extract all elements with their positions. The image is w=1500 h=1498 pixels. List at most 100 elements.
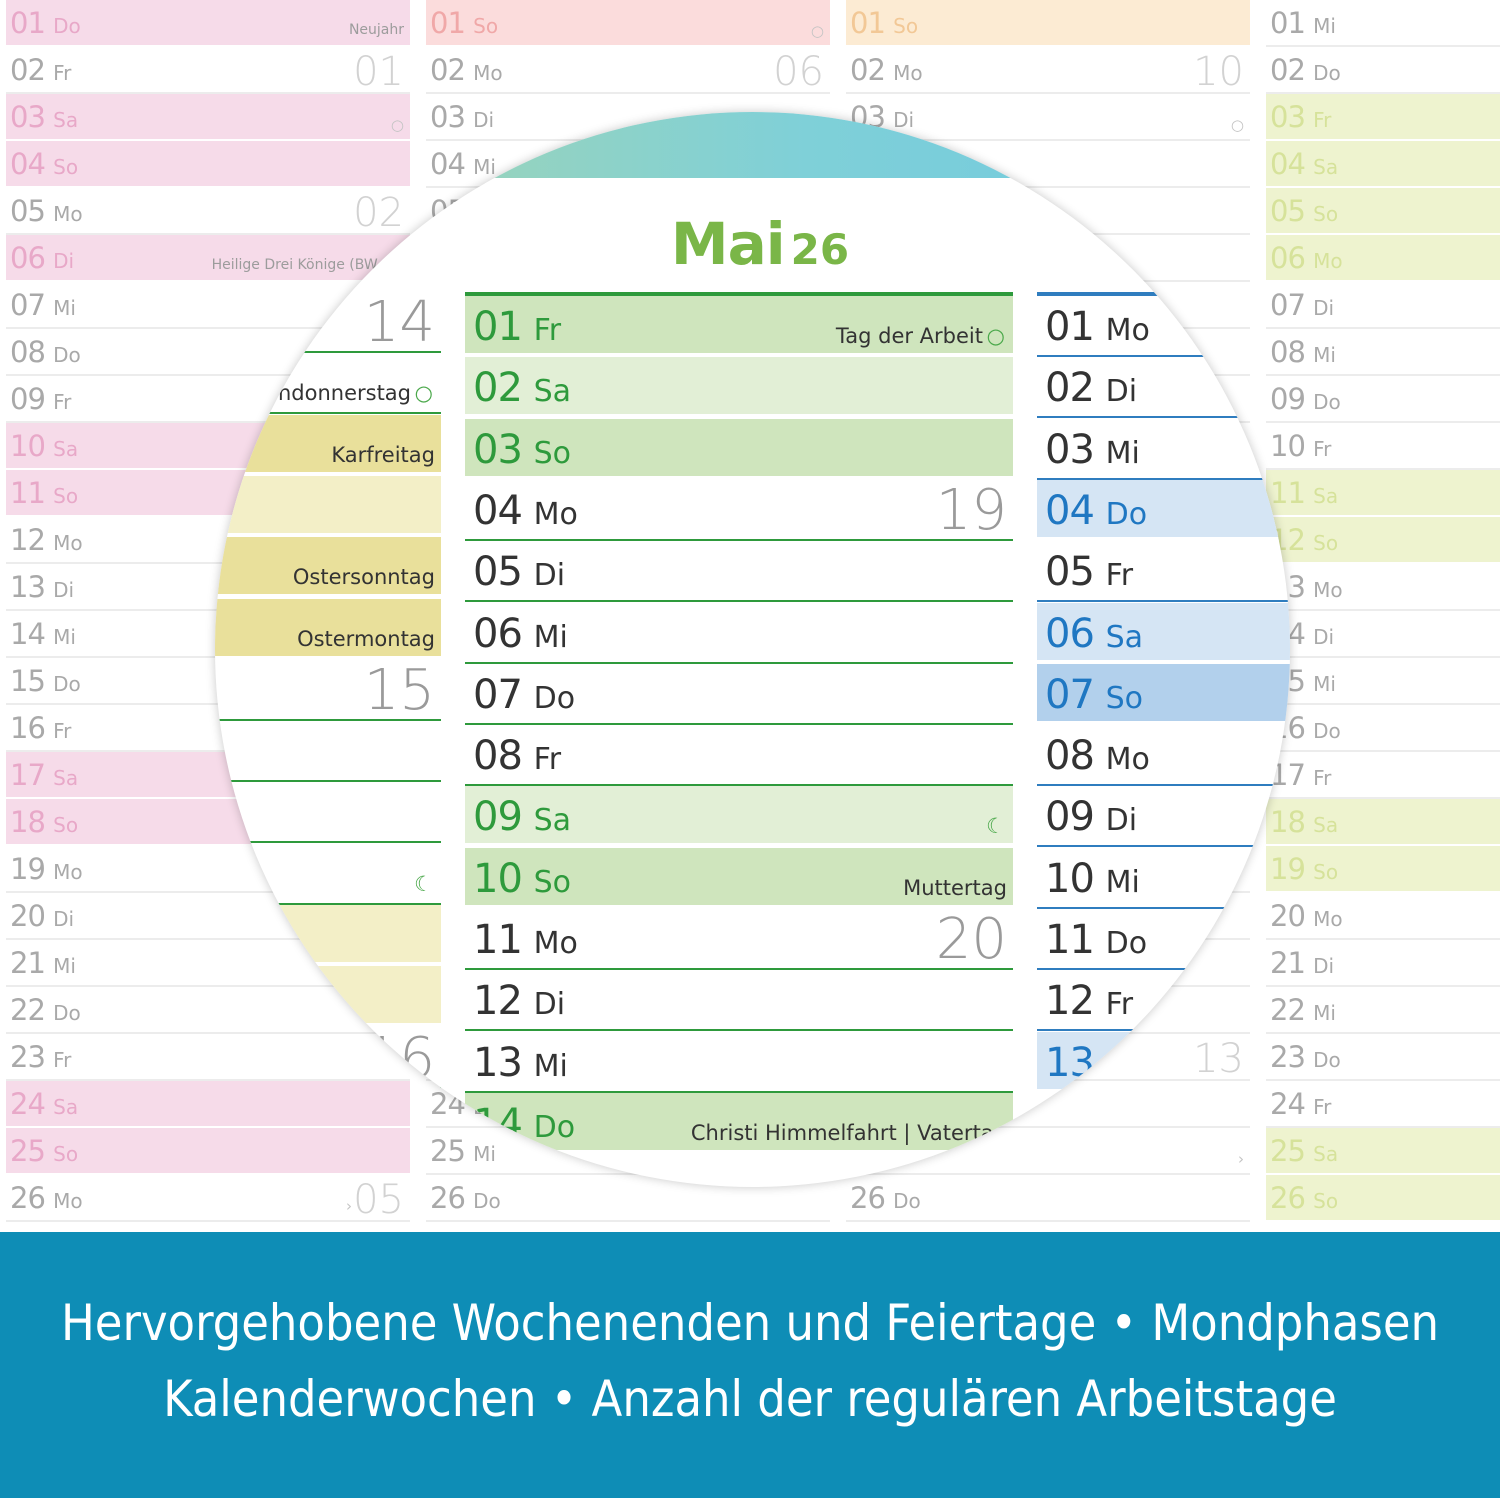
day-number: 18 Sa: [1270, 807, 1338, 840]
day-row: 20 Mo: [1266, 893, 1500, 940]
day-row: 06 Di Heilige Drei Könige (BW, BY: [6, 235, 410, 282]
weekday-label: Fr: [53, 1048, 72, 1072]
weekday-label: Mo: [1313, 249, 1343, 273]
day-row: 02 Fr 01: [6, 47, 410, 94]
weekday-label: So: [53, 484, 79, 508]
weekday-label: Mo: [473, 61, 503, 85]
weekday-label: Fr: [1313, 1095, 1332, 1119]
day-number-value: 14: [473, 1100, 523, 1147]
day-number-value: 09: [1045, 794, 1095, 841]
day-number: 04 Do: [1045, 490, 1147, 536]
day-number-value: 14: [10, 617, 46, 651]
weekday-label: Mo: [53, 202, 83, 226]
lens-day-row: ündonnerstag ○: [215, 353, 441, 415]
day-number-value: 11: [1045, 917, 1095, 963]
weekday-label: Mo: [53, 1189, 83, 1213]
day-row: 09 Fr: [6, 376, 410, 423]
day-number-value: 02: [430, 53, 466, 87]
weekday-label: Mo: [1105, 313, 1150, 348]
calendar-week-number: 15: [363, 657, 435, 723]
day-number: 01 So: [850, 8, 918, 41]
day-row: 21 Di: [1266, 940, 1500, 987]
weekday-label: Di: [53, 578, 75, 602]
lens-day-row: 13 Mi: [465, 1032, 1013, 1093]
day-number-value: 20: [1270, 899, 1306, 933]
weekday-label: Di: [533, 987, 566, 1023]
month-name: Mai: [670, 210, 786, 278]
lens-day-row: 06 Mi: [465, 603, 1013, 664]
day-number: 10 So: [473, 858, 571, 904]
day-number-value: 01: [1270, 6, 1306, 40]
day-number-value: 07: [473, 671, 523, 718]
day-number: 05 Mo: [10, 196, 83, 229]
day-row: 20 Di: [6, 893, 410, 940]
weekday-label: Mo: [533, 926, 578, 961]
weekday-label: Do: [893, 1189, 921, 1213]
day-number: 25 Sa: [1270, 1136, 1338, 1169]
day-number: 09 Di: [1045, 796, 1137, 842]
calendar-week-number: 20: [935, 907, 1007, 972]
day-number-value: 08: [1270, 335, 1306, 369]
day-number-value: 06: [473, 610, 523, 657]
day-number: 24 Sa: [10, 1089, 78, 1122]
month-banner: [215, 112, 1290, 178]
weekday-label: Do: [1313, 390, 1341, 414]
day-number: 02 Mo: [850, 55, 923, 88]
weekday-label: Sa: [1313, 484, 1339, 508]
day-row: 23 Fr: [6, 1034, 410, 1081]
day-number-value: 01: [10, 6, 46, 40]
lens-day-row: Ostersonntag: [215, 537, 441, 599]
weekday-label: Fr: [533, 742, 562, 778]
day-number: 07 Mi: [10, 290, 76, 323]
day-number-value: 25: [1270, 1134, 1306, 1168]
month-heading: Mai 26: [660, 210, 860, 278]
holiday-label: Karfreitag: [331, 442, 435, 467]
day-number: 06 Di: [10, 243, 74, 276]
day-number: 26 Do: [850, 1183, 921, 1216]
day-row: 05 So: [1266, 188, 1500, 235]
day-number-value: 01: [850, 6, 886, 40]
day-number-value: 13: [1045, 1039, 1095, 1086]
day-number: 26 So: [1270, 1183, 1338, 1216]
day-number-value: 03: [1045, 426, 1095, 473]
weekday-label: Mi: [1313, 343, 1336, 367]
day-number-value: 12: [10, 523, 46, 557]
day-number-value: 05: [10, 194, 46, 228]
holiday-label: Neujahr: [348, 22, 404, 38]
lens-day-row: 02 Sa: [465, 357, 1013, 419]
day-number-value: 08: [1045, 733, 1095, 780]
weekday-label: Mi: [53, 625, 76, 649]
lens-day-row: 11 Mo 20: [465, 909, 1013, 970]
day-number: 10 Sa: [10, 431, 78, 464]
day-number: 11 So: [10, 478, 78, 511]
day-row: 02 Do: [1266, 47, 1500, 94]
day-number-value: 12: [1045, 978, 1095, 1025]
may-column: 01 Fr Tag der Arbeit ○ 02 Sa 03 So 04 Mo 19 05 …: [465, 292, 1013, 1154]
day-number-value: 05: [473, 549, 523, 596]
day-number-value: 10: [1270, 429, 1306, 463]
day-number: 22 Do: [10, 995, 81, 1028]
day-number-value: 20: [10, 899, 46, 933]
day-row: 15 Mi: [1266, 658, 1500, 705]
calendar-week-number: 19: [935, 477, 1007, 543]
weekday-label: Mo: [1105, 742, 1150, 778]
day-row: 16 Fr: [6, 705, 410, 752]
holiday-label: Ostermontag: [297, 626, 435, 651]
calendar-week-number: 06: [773, 49, 824, 95]
moon-phase-icon: ○: [414, 381, 433, 406]
weekday-label: Di: [1313, 954, 1335, 978]
day-number-value: 18: [10, 805, 46, 839]
weekday-label: So: [473, 14, 499, 38]
day-number: 13 Mi: [473, 1042, 568, 1088]
day-number: 08 Mi: [1270, 337, 1336, 370]
day-number: 14 Mi: [10, 619, 76, 652]
holiday-label: Christi Himmelfahrt | Vatertag: [690, 1120, 1007, 1145]
weekday-label: Sa: [53, 766, 79, 790]
day-number: 21 Di: [1270, 948, 1334, 981]
day-number-value: 07: [1045, 671, 1095, 718]
day-number: 18 So: [10, 807, 78, 840]
calendar-week-number: 16: [363, 1025, 435, 1091]
lens-day-row: 05 Fr: [1037, 541, 1290, 603]
day-number: 08 Do: [10, 337, 81, 370]
